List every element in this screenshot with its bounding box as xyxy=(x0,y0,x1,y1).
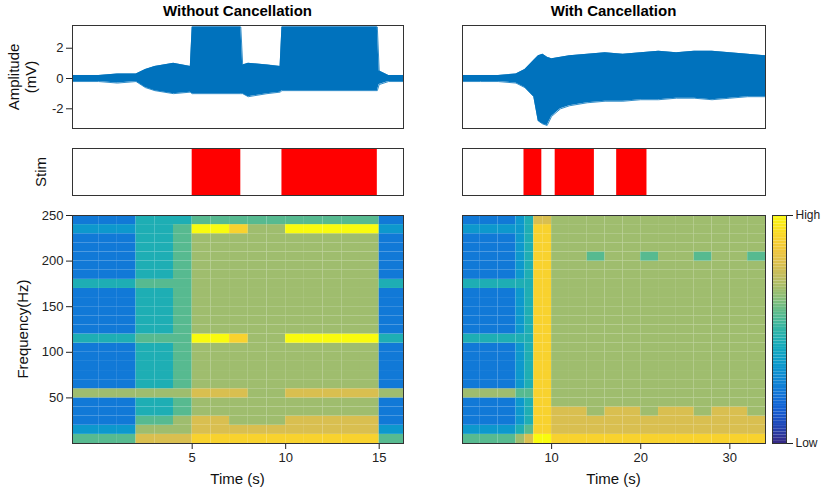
svg-text:30: 30 xyxy=(723,450,737,465)
svg-text:Low: Low xyxy=(796,436,818,450)
svg-text:0: 0 xyxy=(56,71,63,86)
svg-text:100: 100 xyxy=(42,344,64,359)
svg-text:2: 2 xyxy=(56,40,63,55)
svg-text:15: 15 xyxy=(372,450,386,465)
svg-text:5: 5 xyxy=(189,450,196,465)
svg-text:50: 50 xyxy=(49,390,63,405)
html-text:With Cancellation: With Cancellation xyxy=(550,2,677,19)
svg-text:150: 150 xyxy=(42,299,64,314)
svg-text:-2: -2 xyxy=(52,101,64,116)
html-text:Time (s): Time (s) xyxy=(586,470,641,487)
html-text:Amplitude (mV): Amplitude (mV) xyxy=(5,43,39,110)
html-text:Frequency(Hz): Frequency(Hz) xyxy=(13,279,31,379)
svg-text:250: 250 xyxy=(42,208,64,223)
svg-text:200: 200 xyxy=(42,253,64,268)
svg-text:10: 10 xyxy=(544,450,558,465)
html-text:Stim: Stim xyxy=(31,156,49,187)
html-text:Without Cancellation: Without Cancellation xyxy=(163,2,312,19)
svg-text:20: 20 xyxy=(634,450,648,465)
svg-text:10: 10 xyxy=(278,450,292,465)
html-text:Time (s): Time (s) xyxy=(210,470,265,487)
svg-text:High: High xyxy=(796,208,821,222)
